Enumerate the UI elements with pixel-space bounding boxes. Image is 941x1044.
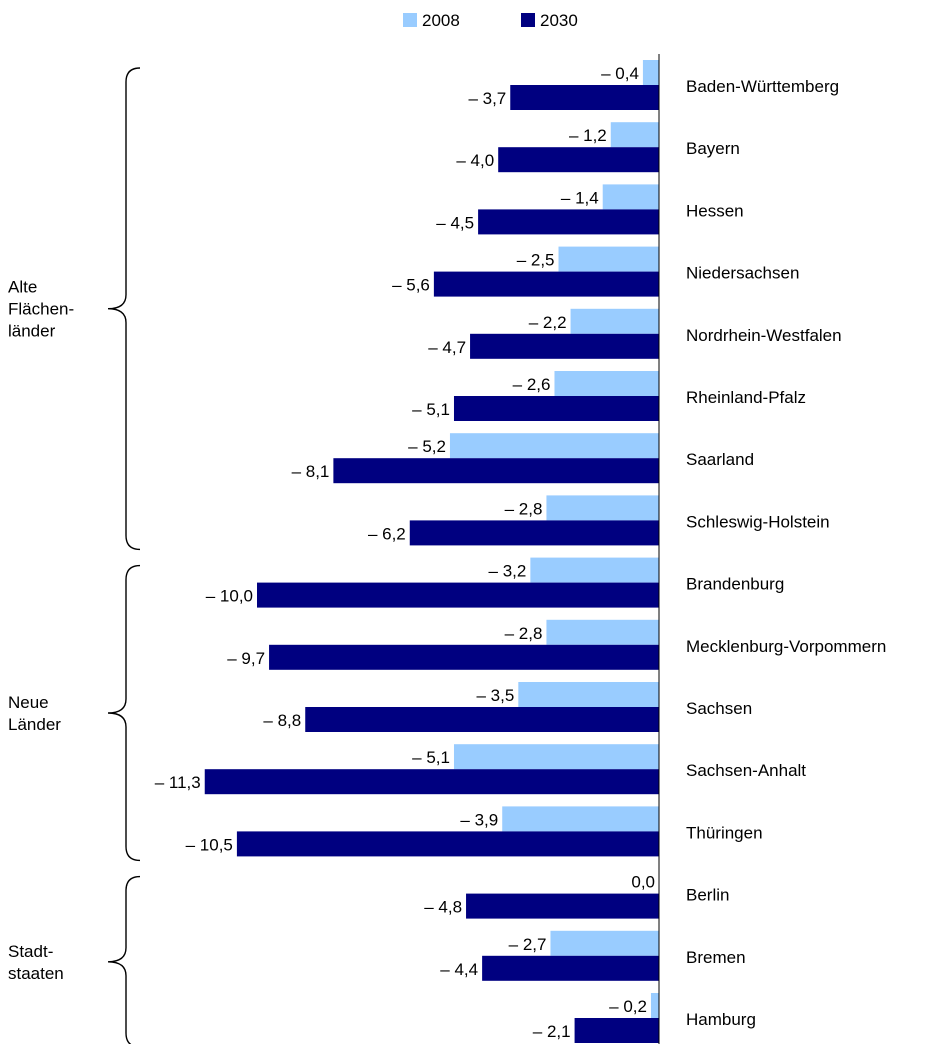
bar-2030	[510, 85, 659, 110]
legend-swatch-2008	[403, 13, 417, 27]
category-label: Sachsen-Anhalt	[686, 761, 806, 780]
category-label: Niedersachsen	[686, 264, 799, 283]
bar-2030	[574, 1018, 659, 1043]
bar-2030	[433, 271, 659, 297]
value-label-2008: – 2,7	[509, 935, 547, 954]
value-label-2030: – 4,4	[440, 960, 478, 979]
value-label-2030: – 5,1	[412, 400, 450, 419]
category-label: Bremen	[686, 948, 746, 967]
value-label-2008: – 5,1	[412, 748, 450, 767]
value-label-2008: – 2,8	[505, 499, 543, 518]
bar-2030	[333, 458, 659, 484]
value-label-2030: – 4,7	[428, 338, 466, 357]
bar-2008	[546, 619, 659, 645]
value-label-2030: – 11,3	[155, 773, 201, 792]
group-brace	[107, 67, 141, 551]
category-label: Thüringen	[686, 823, 763, 842]
value-label-2008: – 0,4	[601, 64, 639, 83]
bar-2008	[642, 60, 659, 85]
group-brace	[107, 875, 141, 1044]
value-label-2008: – 1,2	[569, 126, 607, 145]
bar-2030	[478, 209, 659, 235]
value-labels: – 0,4 – 3,7 – 1,2 – 4,0 – 1,4 – 4,5 – 2,5 – 5,6…	[155, 64, 655, 1041]
bar-2030	[236, 831, 659, 857]
category-label: Baden-Württemberg	[686, 77, 839, 96]
category-labels: Baden-Württemberg Bayern Hessen Niedersachs…	[686, 77, 886, 1029]
bar-2030	[257, 582, 659, 608]
bar-2008	[546, 495, 659, 521]
bar-2008	[554, 371, 659, 396]
bar-2008	[453, 744, 659, 770]
value-label-2030: – 10,5	[186, 835, 233, 854]
bar-2030	[470, 333, 659, 359]
category-label: Hessen	[686, 201, 744, 220]
bar-2008	[502, 806, 659, 832]
value-label-2008: – 2,8	[505, 624, 543, 643]
category-label: Hamburg	[686, 1010, 756, 1029]
bars	[204, 60, 660, 1043]
category-label: Schleswig-Holstein	[686, 512, 830, 531]
category-label: Mecklenburg-Vorpommern	[686, 637, 886, 656]
category-label: Berlin	[686, 886, 729, 905]
bar-2008	[518, 682, 659, 707]
legend-swatch-2030	[521, 13, 535, 27]
category-label: Sachsen	[686, 699, 752, 718]
value-label-2030: – 3,7	[468, 89, 506, 108]
value-label-2008: – 5,2	[408, 437, 446, 456]
bar-2030	[305, 707, 659, 732]
bar-2008	[650, 993, 659, 1018]
bar-2008	[449, 433, 659, 459]
value-label-2030: – 8,8	[263, 711, 301, 730]
group-label: Neue	[8, 693, 49, 712]
group-label: Flächen-	[8, 300, 74, 319]
value-label-2030: – 4,0	[456, 151, 494, 170]
bar-2030	[498, 147, 659, 173]
group-label: Stadt-	[8, 942, 53, 961]
value-label-2030: – 8,1	[292, 462, 330, 481]
group-label: länder	[8, 322, 56, 341]
group-label: Alte	[8, 278, 37, 297]
value-label-2008: – 3,2	[489, 562, 527, 581]
legend-label-2030: 2030	[540, 11, 578, 30]
value-label-2030: – 6,2	[368, 524, 406, 543]
legend: 2008 2030	[403, 11, 578, 30]
category-label: Rheinland-Pfalz	[686, 388, 806, 407]
value-label-2008: – 2,6	[513, 375, 551, 394]
value-label-2008: – 2,5	[517, 251, 555, 270]
group-braces: Alte Flächen-länder Neue Länder Stadt-staate…	[8, 67, 141, 1044]
bar-2030	[269, 644, 659, 670]
bar-2008	[558, 246, 659, 272]
category-label: Bayern	[686, 139, 740, 158]
category-label: Nordrhein-Westfalen	[686, 326, 842, 345]
value-label-2030: – 2,1	[533, 1022, 571, 1041]
value-label-2008: – 3,5	[476, 686, 514, 705]
value-label-2008: – 1,4	[561, 188, 599, 207]
bar-2030	[204, 769, 660, 795]
category-label: Saarland	[686, 450, 754, 469]
value-label-2030: – 5,6	[392, 276, 430, 295]
value-label-2008: – 2,2	[529, 313, 567, 332]
bar-2030	[466, 893, 659, 919]
value-label-2030: – 10,0	[206, 587, 253, 606]
value-label-2008: 0,0	[631, 873, 655, 892]
value-label-2008: – 0,2	[609, 997, 647, 1016]
bar-2030	[482, 955, 659, 981]
value-label-2030: – 9,7	[227, 649, 265, 668]
value-label-2030: – 4,8	[424, 898, 462, 917]
group-label: Länder	[8, 715, 61, 734]
bar-2008	[602, 184, 659, 210]
legend-label-2008: 2008	[422, 11, 460, 30]
bar-2008	[530, 557, 659, 583]
bar-2030	[409, 520, 659, 546]
bar-2008	[570, 308, 659, 334]
bar-2008	[550, 930, 659, 956]
category-label: Brandenburg	[686, 575, 784, 594]
value-label-2030: – 4,5	[436, 213, 474, 232]
bar-2030	[453, 396, 659, 421]
group-label: staaten	[8, 964, 64, 983]
group-brace	[107, 564, 141, 862]
value-label-2008: – 3,9	[460, 810, 498, 829]
bar-2008	[610, 122, 659, 148]
